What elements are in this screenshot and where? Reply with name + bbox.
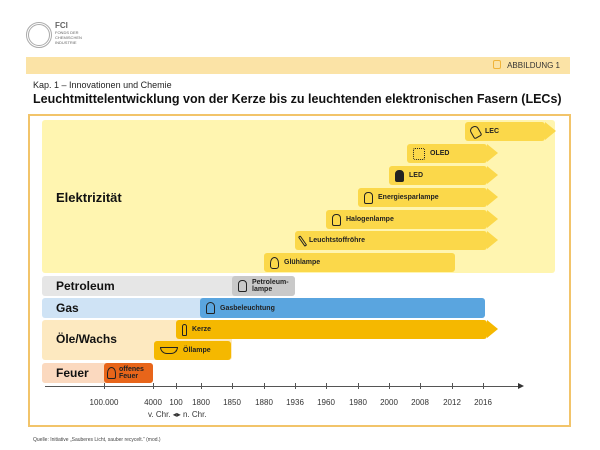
led-icon [395,169,404,182]
axis-tick [153,383,154,389]
axis-tick-label: 2000 [380,398,398,407]
axis-tick-label: 1980 [349,398,367,407]
bar-petroleumlampe: Petroleum-lampe [232,276,295,296]
light-bulb-icon [270,256,279,269]
diagram-frame [28,114,571,427]
axis-tick [104,383,105,389]
source-note: Quelle: Initiative „Sauberes Licht, saub… [33,437,161,443]
header-band: ABBILDUNG 1 [26,57,570,74]
bar-gluehlampe: Glühlampe [264,253,455,272]
fci-logo-icon [26,22,52,48]
chapter-label: Kap. 1 – Innovationen und Chemie [33,80,172,90]
bar-gasbeleuchtung: Gasbeleuchtung [200,298,485,318]
axis-arrow-icon [518,383,524,389]
bar-offenes-feuer: offenes Feuer [104,363,153,383]
axis-tick [201,383,202,389]
axis-tick [452,383,453,389]
bar-oellampe: Öllampe [154,341,231,360]
axis-tick [326,383,327,389]
axis-tick-label: 1960 [317,398,335,407]
axis-tick-label: 4000 [144,398,162,407]
energy-saving-lamp-icon [364,191,373,204]
category-gas: Gas [56,301,79,315]
hexagon-icon [493,60,502,69]
fire-icon [107,367,116,379]
candle-icon [182,323,187,336]
axis-tick [358,383,359,389]
figure-badge: ABBILDUNG 1 [493,60,560,70]
axis-tick-label: 2008 [411,398,429,407]
petroleum-lamp-icon [238,280,247,292]
era-label: v. Chr. ◂▸ n. Chr. [148,410,207,419]
axis-tick [483,383,484,389]
axis-tick [295,383,296,389]
axis-tick-label: 1880 [255,398,273,407]
axis-tick-label: 2012 [443,398,461,407]
bar-oled: OLED [407,144,498,163]
time-axis [45,386,520,387]
bar-kerze: Kerze [176,320,498,339]
halogen-lamp-icon [332,213,341,226]
bar-leuchtstoffroehre: Leuchtstoffröhre [295,231,498,250]
category-elektrizitaet: Elektrizität [56,190,122,205]
axis-tick-label: 1936 [286,398,304,407]
axis-tick [176,383,177,389]
petroleum-bg [42,276,295,296]
logo-text: FCI FONDS DER CHEMISCHEN INDUSTRIE [55,21,82,46]
bar-energiesparlampe: Energiesparlampe [358,188,498,207]
axis-tick-label: 1850 [223,398,241,407]
category-feuer: Feuer [56,366,89,380]
page-title: Leuchtmittelentwicklung von der Kerze bi… [33,92,562,106]
category-oele-wachs: Öle/Wachs [56,332,117,346]
axis-tick [264,383,265,389]
fluorescent-tube-icon [297,234,308,247]
axis-tick-label: 2016 [474,398,492,407]
gas-lamp-icon [206,302,215,314]
axis-tick-label: 100.000 [89,398,119,407]
oled-icon [413,147,425,160]
bar-led: LED [389,166,498,185]
bar-lec: LEC [465,122,556,141]
axis-tick [420,383,421,389]
oil-lamp-icon [160,347,178,354]
lec-icon [468,124,483,139]
bar-halogenlampe: Halogenlampe [326,210,498,229]
category-petroleum: Petroleum [56,279,115,293]
axis-tick-label: 1800 [192,398,210,407]
axis-tick [232,383,233,389]
axis-tick-label: 100 [169,398,183,407]
axis-tick [389,383,390,389]
